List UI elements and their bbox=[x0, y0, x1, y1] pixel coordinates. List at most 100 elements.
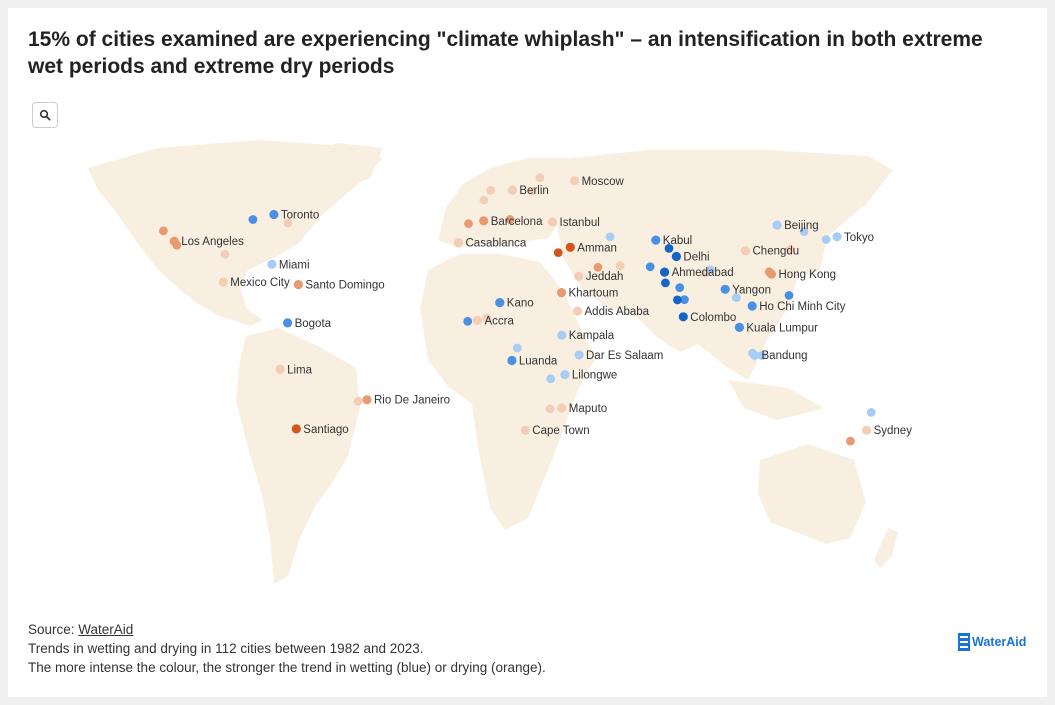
city-luanda[interactable]: Luanda bbox=[507, 356, 558, 368]
city-marker[interactable] bbox=[479, 195, 489, 205]
search-button[interactable] bbox=[32, 102, 58, 128]
city-kano[interactable]: Kano bbox=[495, 298, 534, 310]
city-dar-es-salaam[interactable]: Dar Es Salaam bbox=[574, 350, 663, 362]
city-bandung[interactable]: Bandung bbox=[749, 350, 808, 362]
city-marker-tokyo[interactable] bbox=[832, 232, 842, 242]
city-yangon[interactable]: Yangon bbox=[720, 284, 771, 296]
city-marker[interactable] bbox=[645, 262, 655, 272]
city-marker-beijing[interactable] bbox=[772, 220, 782, 230]
city-marker[interactable] bbox=[535, 173, 545, 183]
city-marker-barcelona[interactable] bbox=[479, 216, 489, 226]
city-marker-khartoum[interactable] bbox=[556, 288, 567, 298]
city-marker-miami[interactable] bbox=[267, 259, 277, 269]
city-khartoum[interactable]: Khartoum bbox=[556, 288, 618, 300]
city-marker[interactable] bbox=[799, 227, 809, 236]
city-marker[interactable] bbox=[605, 232, 615, 242]
city-amman[interactable]: Amman bbox=[565, 242, 617, 254]
city-marker[interactable] bbox=[821, 235, 831, 244]
city-marker-istanbul[interactable] bbox=[547, 217, 558, 227]
city-jeddah[interactable]: Jeddah bbox=[574, 271, 623, 283]
city-marker[interactable] bbox=[527, 186, 537, 196]
city-marker[interactable] bbox=[283, 218, 293, 228]
city-sydney[interactable]: Sydney bbox=[862, 425, 912, 437]
city-marker-kampala[interactable] bbox=[557, 330, 567, 340]
city-marker-santiago[interactable] bbox=[291, 424, 301, 434]
city-marker[interactable] bbox=[486, 185, 495, 195]
city-santiago[interactable]: Santiago bbox=[291, 424, 349, 436]
city-maputo[interactable]: Maputo bbox=[557, 403, 607, 415]
city-marker-delhi[interactable] bbox=[671, 251, 682, 262]
city-addis-ababa[interactable]: Addis Ababa bbox=[572, 306, 650, 318]
city-marker-colombo[interactable] bbox=[678, 312, 688, 322]
city-moscow[interactable]: Moscow bbox=[570, 176, 624, 188]
city-hong-kong[interactable]: Hong Kong bbox=[766, 269, 836, 281]
city-istanbul[interactable]: Istanbul bbox=[547, 217, 600, 229]
city-kabul[interactable]: Kabul bbox=[651, 235, 692, 247]
city-marker-yangon[interactable] bbox=[720, 284, 730, 294]
source-link[interactable]: WaterAid bbox=[78, 622, 134, 637]
city-delhi[interactable]: Delhi bbox=[671, 251, 710, 264]
city-marker-moscow[interactable] bbox=[570, 176, 580, 186]
city-beijing[interactable]: Beijing bbox=[772, 220, 819, 232]
city-bogota[interactable]: Bogota bbox=[283, 318, 332, 330]
city-los-angeles[interactable]: Los Angeles bbox=[169, 236, 245, 248]
city-marker-ahmedabad[interactable] bbox=[660, 267, 670, 277]
city-marker[interactable] bbox=[545, 404, 555, 414]
city-marker-toronto[interactable] bbox=[269, 209, 279, 220]
city-marker[interactable] bbox=[784, 291, 794, 300]
city-marker-ho-chi-minh-city[interactable] bbox=[747, 301, 757, 311]
city-colombo[interactable]: Colombo bbox=[678, 312, 737, 324]
city-marker-kano[interactable] bbox=[495, 298, 505, 308]
city-marker[interactable] bbox=[615, 261, 625, 271]
city-tokyo[interactable]: Tokyo bbox=[832, 232, 874, 244]
city-santo-domingo[interactable]: Santo Domingo bbox=[293, 280, 385, 292]
city-kuala-lumpur[interactable]: Kuala Lumpur bbox=[734, 322, 818, 334]
city-marker[interactable] bbox=[757, 351, 767, 360]
city-marker[interactable] bbox=[553, 248, 563, 257]
city-marker-hong-kong[interactable] bbox=[766, 269, 777, 279]
city-marker-dar-es-salaam[interactable] bbox=[574, 350, 584, 360]
world-map[interactable]: Toronto Los Angeles Miami Mexico City Santo … bbox=[8, 8, 1047, 608]
city-marker[interactable] bbox=[675, 283, 685, 292]
city-marker[interactable] bbox=[680, 295, 689, 304]
city-ahmedabad[interactable]: Ahmedabad bbox=[660, 267, 734, 279]
city-marker[interactable] bbox=[785, 244, 795, 254]
city-marker-berlin[interactable] bbox=[507, 185, 517, 195]
city-marker-addis-ababa[interactable] bbox=[572, 306, 583, 316]
city-marker[interactable] bbox=[220, 249, 230, 259]
city-marker[interactable] bbox=[846, 436, 855, 446]
city-marker[interactable] bbox=[593, 262, 603, 272]
city-marker[interactable] bbox=[546, 374, 556, 384]
city-barcelona[interactable]: Barcelona bbox=[479, 216, 543, 228]
city-marker-kabul[interactable] bbox=[651, 235, 661, 245]
city-marker[interactable] bbox=[661, 278, 670, 288]
city-marker-accra[interactable] bbox=[472, 315, 483, 325]
city-marker[interactable] bbox=[159, 226, 168, 236]
city-chengdu[interactable]: Chengdu bbox=[740, 246, 799, 258]
city-marker-los-angeles[interactable] bbox=[169, 236, 179, 246]
city-marker-amman[interactable] bbox=[565, 242, 575, 252]
city-marker[interactable] bbox=[463, 316, 473, 326]
city-marker[interactable] bbox=[866, 408, 876, 417]
city-marker[interactable] bbox=[482, 313, 492, 323]
city-cape-town[interactable]: Cape Town bbox=[520, 425, 590, 437]
city-marker[interactable] bbox=[353, 396, 363, 406]
city-marker-bandung[interactable] bbox=[749, 350, 760, 360]
city-marker-casablanca[interactable] bbox=[453, 238, 464, 248]
city-accra[interactable]: Accra bbox=[472, 315, 515, 327]
city-lilongwe[interactable]: Lilongwe bbox=[560, 370, 617, 382]
city-marker-santo-domingo[interactable] bbox=[293, 280, 303, 290]
city-marker[interactable] bbox=[248, 215, 258, 224]
city-kampala[interactable]: Kampala bbox=[557, 330, 615, 342]
city-marker-sydney[interactable] bbox=[862, 425, 872, 435]
city-marker[interactable] bbox=[664, 244, 674, 253]
city-marker-bogota[interactable] bbox=[283, 318, 293, 328]
city-marker-maputo[interactable] bbox=[557, 403, 567, 413]
city-marker[interactable] bbox=[505, 215, 515, 224]
city-rio-de-janeiro[interactable]: Rio De Janeiro bbox=[362, 395, 450, 407]
city-marker-luanda[interactable] bbox=[507, 355, 517, 366]
city-miami[interactable]: Miami bbox=[267, 259, 310, 271]
city-toronto[interactable]: Toronto bbox=[269, 210, 319, 222]
city-ho-chi-minh-city[interactable]: Ho Chi Minh City bbox=[747, 301, 846, 313]
city-marker-mexico-city[interactable] bbox=[218, 277, 228, 287]
